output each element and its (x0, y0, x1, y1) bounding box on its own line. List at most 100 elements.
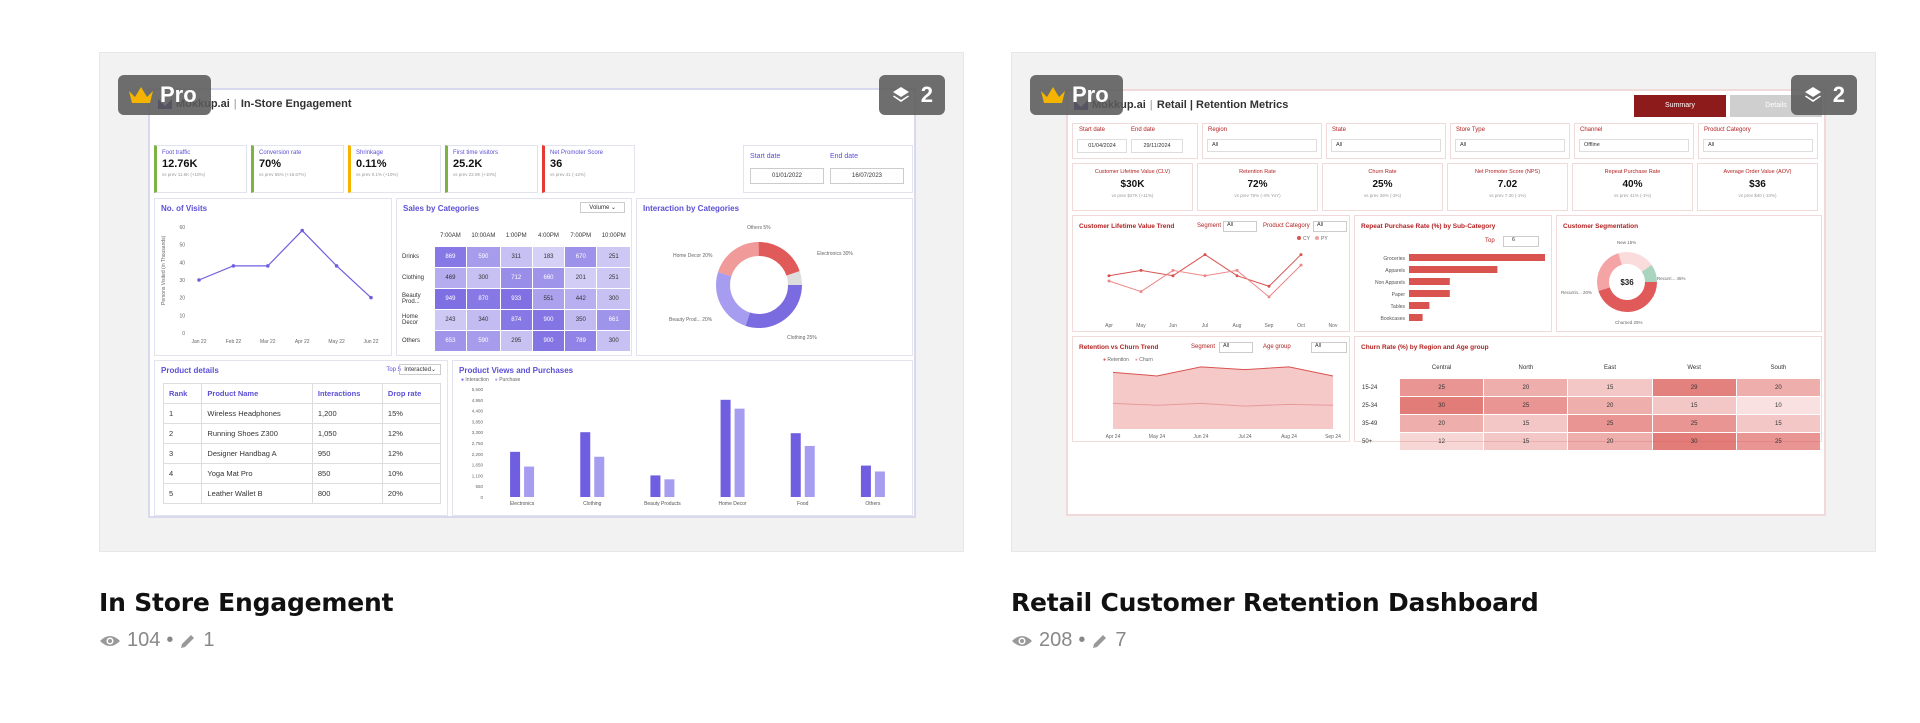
pv-bar (524, 466, 535, 497)
heatmap-cell: 874 (500, 310, 532, 330)
rc-age-select[interactable]: All (1311, 342, 1347, 353)
table-cell: 1 (162, 403, 203, 424)
kpi-label: Customer Lifetime Value (CLV) (1094, 169, 1171, 175)
rc-title: Retention vs Churn Trend (1079, 344, 1159, 351)
heatmap-cell: 295 (500, 331, 532, 351)
rp-bar-chart: Groceries Apparels Non Apparels Paper Tables… (1375, 254, 1545, 322)
x-tick-label: Jul (1202, 323, 1208, 329)
table-cell: Running Shoes Z300 (201, 423, 313, 444)
sales-dropdown[interactable]: Volume ⌄ (580, 202, 625, 213)
legend-label: Churn (1139, 357, 1153, 363)
legend-label: Retention (1107, 357, 1129, 363)
kpi-card: First time visitors 25.2K vs prev 22.9K (+… (445, 145, 538, 193)
pv-bar (734, 408, 745, 497)
segmentation-center: $36 (1620, 278, 1634, 287)
x-tick-label: Beauty Products (644, 501, 681, 507)
clv-category-select[interactable]: All (1313, 221, 1347, 232)
product-dropdown[interactable]: Interacted⌄ (399, 364, 441, 375)
x-tick-label: Feb 22 (226, 339, 242, 345)
heatmap-col-label: West (1687, 365, 1701, 371)
kpi-sub: vs prev 41% (-1%) (1613, 193, 1651, 198)
rp-top-select[interactable]: 6 (1503, 236, 1539, 247)
rc-age-label: Age group (1263, 344, 1291, 350)
y-tick-label: 3,850 (472, 419, 484, 424)
heatmap-cell: 251 (597, 268, 630, 288)
dashboard-thumbnail[interactable]: Pro 2 Mokkup.ai | In-Store Engagement Fo… (99, 52, 964, 552)
legend-label: Purchase (499, 377, 521, 383)
tab-summary[interactable]: Summary (1634, 95, 1726, 117)
filter-box: Product Category All (1698, 123, 1818, 159)
legend-label: CY (1303, 236, 1311, 242)
layers-badge: 2 (1790, 75, 1857, 115)
dashboard-card[interactable]: Pro 2 Mokkup.ai | Retail | Retention Met… (1011, 52, 1876, 652)
views-count: 208 (1039, 629, 1073, 651)
kpi-label: Retention Rate (1239, 169, 1276, 175)
table-row: 5 Leather Wallet B 800 20% (162, 483, 442, 504)
heatmap-cell: 201 (565, 268, 597, 288)
dashboard-card[interactable]: Pro 2 Mokkup.ai | In-Store Engagement Fo… (99, 52, 964, 652)
kpi-sub: vs prev 41 (-12%) (550, 172, 586, 177)
eye-icon (100, 635, 120, 646)
visits-panel: No. of Visits 60 50 40 30 20 10 0 Persons Visit… (154, 198, 392, 356)
product-top-label: Top 5 (386, 367, 401, 373)
kpi-sub: vs prev 0.1% (+10%) (356, 172, 398, 177)
pro-badge: Pro (118, 75, 211, 115)
clv-panel: Customer Lifetime Value Trend Segment Al… (1072, 215, 1350, 332)
heatmap-row-label: Clothing (402, 275, 425, 281)
y-tick-label: 550 (475, 484, 483, 489)
filter-select[interactable]: All (1331, 139, 1441, 152)
heatmap-row-label: Beauty Prod... (402, 293, 421, 305)
layers-icon (1804, 87, 1821, 102)
table-cell: 3 (162, 443, 203, 464)
donut-label: Recurri... 45% (1657, 276, 1686, 281)
end-date-label: End date (830, 153, 859, 160)
heatmap-cell: 660 (532, 268, 565, 288)
rp-bar (1409, 302, 1430, 309)
heatmap-cell: 661 (597, 310, 630, 330)
x-tick-label: Clothing (583, 501, 602, 507)
start-date-field[interactable]: 01/04/2024 (1077, 139, 1127, 153)
heatmap-cell: 20 (1568, 433, 1652, 450)
kpi-value: 7.02 (1497, 179, 1518, 190)
kpi-card: Foot traffic 12.76K vs prev 11.6K (+10%) (154, 145, 247, 193)
kpi-card: Customer Lifetime Value (CLV) $30K vs prev… (1072, 163, 1193, 211)
heatmap-row-label: 50+ (1362, 438, 1373, 445)
clv-title: Customer Lifetime Value Trend (1079, 223, 1175, 230)
kpi-card: Net Promoter Score 36 vs prev 41 (-12%) (542, 145, 635, 193)
heatmap-col-label: East (1604, 365, 1617, 371)
pv-bar (860, 465, 871, 497)
legend-item: ● Churn (1134, 357, 1153, 363)
heatmap-cell: 29 (1652, 379, 1736, 396)
clv-segment-value: All (1227, 222, 1234, 228)
clv-segment-select[interactable]: All (1223, 221, 1257, 232)
kpi-sub: vs prev 7.30 (-1%) (1489, 193, 1526, 198)
dashboard-thumbnail[interactable]: Pro 2 Mokkup.ai | Retail | Retention Met… (1011, 52, 1876, 552)
donut-label: New 15% (1617, 240, 1637, 245)
heatmap-cell: 900 (532, 310, 565, 330)
heatmap-cell: 900 (532, 331, 565, 351)
y-tick-label: 30 (179, 278, 185, 284)
filter-value: All (1460, 142, 1467, 148)
views-count: 104 (127, 629, 161, 651)
card-title[interactable]: Retail Customer Retention Dashboard (1011, 588, 1539, 617)
heatmap-col-label: 10:00AM (471, 233, 496, 239)
kpi-sub: vs prev 28% (-3%) (1363, 193, 1401, 198)
clv-point (1299, 253, 1303, 257)
heatmap-row-label: 15-24 (1362, 384, 1378, 391)
filter-select[interactable]: Offline (1579, 139, 1689, 152)
table-row: 3 Designer Handbag A 950 12% (162, 443, 442, 464)
pv-title: Product Views and Purchases (459, 366, 574, 375)
product-title: Product details (161, 366, 219, 375)
card-title[interactable]: In Store Engagement (99, 588, 394, 617)
end-date-field[interactable]: 29/11/2024 (1131, 139, 1183, 153)
table-cell: 10% (381, 463, 442, 484)
rc-segment-select[interactable]: All (1219, 342, 1253, 353)
rp-bar (1409, 314, 1423, 321)
y-tick-label: 10 (179, 313, 185, 319)
filter-select[interactable]: All (1703, 139, 1813, 152)
filter-select[interactable]: All (1455, 139, 1565, 152)
heatmap-row-label: Home Decor (402, 314, 419, 326)
filter-select[interactable]: All (1207, 139, 1317, 152)
interaction-donut: Others 5% Electronics 30% Clothing 25% B… (669, 225, 853, 341)
product-table: Rank Product Name Interactions Drop rate 1 Wi… (162, 383, 442, 504)
